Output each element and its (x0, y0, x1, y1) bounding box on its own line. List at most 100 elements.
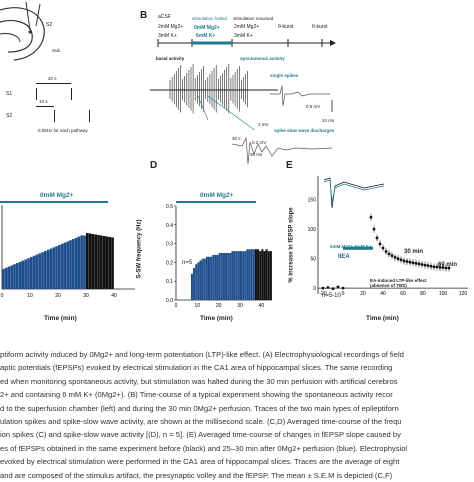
panel-d-chart: 0.0 0.1 0.2 0.3 0.4 0.5 0 10 20 30 40 (166, 204, 272, 309)
d-bar (269, 251, 272, 300)
scale-1mv: 1 mV (258, 122, 269, 127)
d-ytick-label: 0.0 (166, 298, 173, 304)
mid-mg-label: 2mM Mg2+ (234, 24, 260, 30)
interval-20s-label: 20 s (48, 76, 57, 81)
d-bar (267, 251, 270, 300)
c-xtick-label: 30 (83, 293, 89, 299)
c-bar (52, 247, 56, 289)
e-point (417, 262, 421, 266)
interval-10s-arrow (36, 106, 54, 107)
interval-10s-label: 10 s (39, 99, 48, 104)
d-bar (220, 253, 223, 300)
d-bar (222, 253, 225, 300)
mid-k-label: 3mM K+ (234, 33, 253, 39)
c-bar (4, 267, 8, 289)
e-point (438, 266, 442, 269)
e-inset-blue-trace (323, 179, 385, 203)
d-bar (244, 251, 247, 300)
panel-e-ylabel: % increase in fEPSP slope (288, 207, 295, 283)
panel-e-xlabel: Time (min) (366, 315, 399, 322)
hippocampus-schematic (0, 1, 45, 61)
c-bar (13, 264, 16, 289)
c-bar (21, 260, 25, 289)
d-ytick-label: 0.1 (166, 279, 173, 285)
d-bar (250, 249, 253, 300)
sw-discharges-trace (232, 136, 333, 165)
e-point (414, 261, 418, 265)
e-baseline-point (326, 286, 330, 289)
single-spikes-label: single spikes (270, 73, 299, 78)
stimulation-resumed-label: stimulation resumed (233, 16, 274, 21)
e-point (396, 257, 400, 260)
d-bar (201, 258, 204, 300)
zero-mg-label: 0mM Mg2+ (194, 25, 220, 31)
c-bar (2, 269, 5, 289)
panel-e-mg-k: 0mM Mg2+ 6mM K+ (330, 244, 372, 249)
d-xtick-label: 30 (237, 303, 243, 309)
c-xtick-label: 40 (111, 293, 117, 299)
c-xtick-label: 10 (27, 293, 33, 299)
d-bar (246, 249, 249, 300)
interval-20s-arrow (36, 83, 71, 84)
d-bar (252, 249, 255, 300)
e-ytick-label: 0 (313, 286, 316, 292)
e-point (429, 264, 433, 268)
e-point (393, 256, 397, 259)
s2-tag: S2 (46, 22, 53, 28)
d-xtick-label: 10 (195, 303, 201, 309)
d-bar (235, 251, 238, 300)
c-bar (86, 233, 89, 289)
panel-e-ltp-note: EA-induced LTP-like effect (absence of T… (370, 278, 427, 288)
e-drug-bar (343, 246, 373, 250)
d-bar (212, 254, 215, 300)
e-xtick-label: 0 (342, 291, 345, 297)
d-bar (197, 262, 200, 300)
c-bar (77, 236, 81, 289)
scale-20ms: 20 ms (250, 152, 263, 157)
caption-line: evoked by electrical stimulation were pe… (0, 457, 400, 467)
e-point (441, 266, 445, 269)
caption-line: es of fEPSPs obtained in the same experi… (0, 443, 408, 453)
d-bar (225, 253, 228, 300)
c-bar (111, 237, 114, 289)
e-ytick-label: 100 (308, 227, 317, 233)
caption-line: ed when monitoring spontaneous activity,… (0, 376, 398, 386)
c-bar (38, 253, 42, 289)
caption-line: ptiform activity induced by 0Mg2+ and lo… (0, 350, 404, 359)
panel-c-xlabel: Time (min) (44, 315, 77, 322)
e-point (378, 242, 382, 246)
d-ytick-label: 0.2 (166, 260, 173, 266)
e-point (411, 261, 415, 265)
c-xtick-label: 0 (1, 293, 4, 299)
sw-discharges-label: spike-slow wave discharges (274, 128, 335, 133)
caption-line: aptic potentials (fEPSPs) evoked by elec… (0, 363, 393, 373)
d-bar (203, 258, 206, 300)
s2-tick (54, 110, 55, 122)
d-bar (195, 264, 198, 300)
panel-c-drug-bar (0, 201, 108, 203)
d-xtick-label: 20 (216, 303, 222, 309)
s1-row: S1 (0, 88, 140, 102)
theta-burst-1-label: θ-burst (278, 24, 294, 30)
c-bar (69, 240, 72, 289)
s2-label: S2 (6, 113, 13, 119)
d-bar (193, 268, 196, 300)
stimulation-halted-label: stimulation halted (192, 16, 228, 21)
panel-e-n: n=5-10 (322, 293, 341, 299)
c-bar (91, 234, 95, 289)
e-point (387, 252, 391, 256)
d-bar (263, 251, 266, 300)
c-bar (97, 235, 100, 289)
caption-line: 2+ and containing 6 mM K+ (0Mg2+). (B) T… (0, 390, 393, 400)
panel-d-n: n=5 (182, 260, 193, 266)
e-xtick-label: 100 (439, 291, 448, 297)
panel-d-letter: D (150, 160, 158, 171)
e-point (447, 266, 451, 270)
d-bar (240, 251, 243, 300)
k-3mm-label: 3mM K+ (158, 33, 177, 39)
panel-d-xlabel: Time (min) (200, 315, 233, 322)
c-bar (44, 251, 47, 289)
d-bar (199, 260, 202, 300)
e-baseline-point (336, 285, 340, 289)
e-baseline-point (331, 287, 335, 291)
